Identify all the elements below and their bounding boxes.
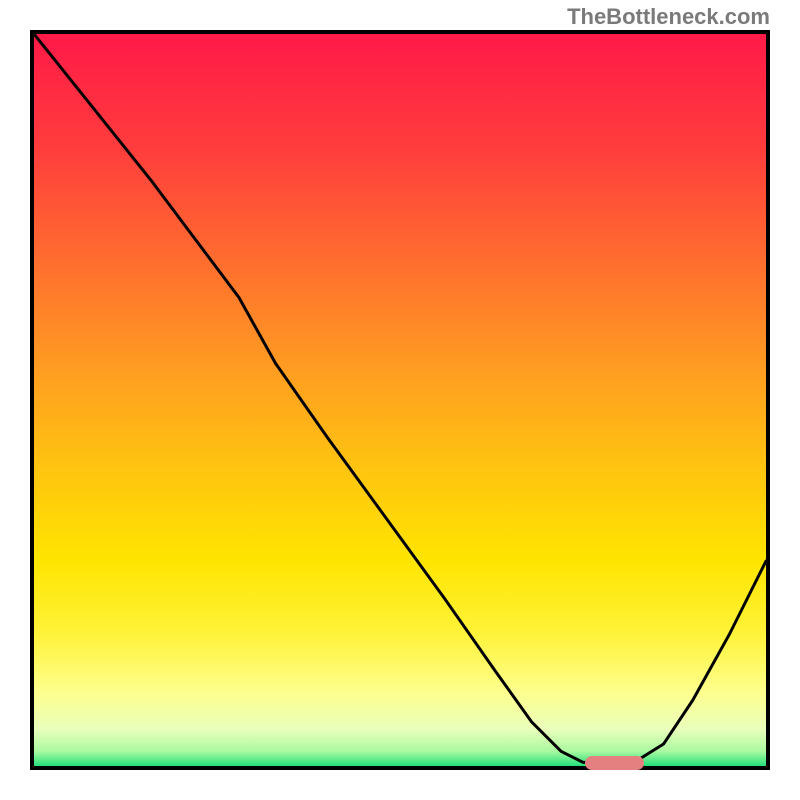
plot-area — [30, 30, 770, 770]
optimal-range-marker — [585, 756, 644, 770]
bottleneck-curve — [34, 34, 766, 762]
watermark-text: TheBottleneck.com — [567, 4, 770, 30]
curve-svg — [34, 34, 766, 766]
bottleneck-chart: TheBottleneck.com — [0, 0, 800, 800]
